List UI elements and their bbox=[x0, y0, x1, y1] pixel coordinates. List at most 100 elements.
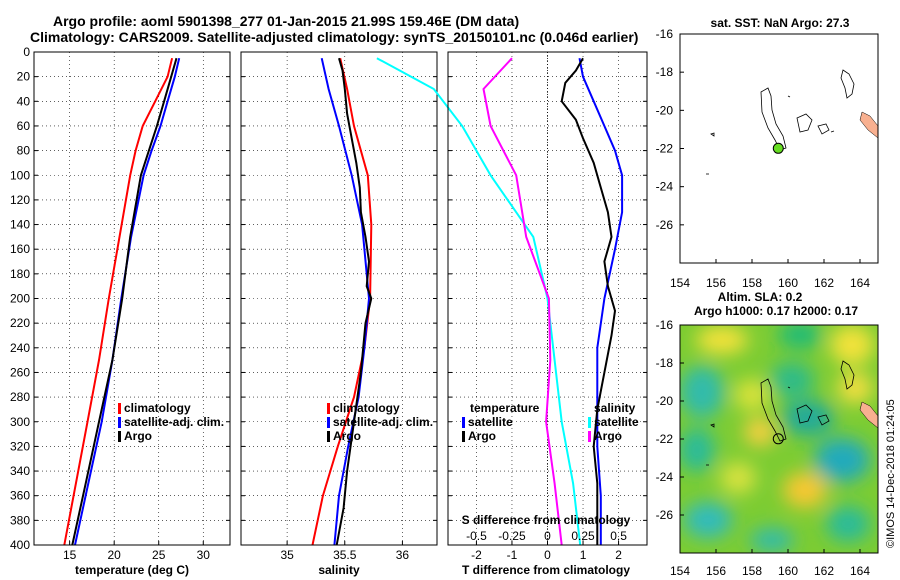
y-tick-label: 180 bbox=[10, 267, 30, 281]
y-tick-label: 240 bbox=[10, 341, 30, 355]
sla-blob bbox=[744, 418, 776, 446]
sla-blob bbox=[782, 400, 834, 436]
y-tick-label: 20 bbox=[17, 70, 31, 84]
sla-map-title1: Altim. SLA: 0.2 bbox=[718, 290, 803, 304]
temperature-diff-legend: temperature satellite Argo bbox=[462, 401, 540, 443]
sla-map-lon-labels: 154 156 158 160 162 164 bbox=[670, 564, 870, 578]
series-line-argo bbox=[335, 57, 373, 546]
legend-argo: Argo bbox=[333, 429, 361, 443]
island-new-caledonia bbox=[760, 378, 787, 442]
y-tick-label: 80 bbox=[17, 144, 31, 158]
salinity-axes-box bbox=[240, 51, 438, 546]
sla-blob bbox=[830, 325, 874, 365]
sla-argo-marker bbox=[772, 433, 784, 445]
sst-map-title: sat. SST: NaN Argo: 27.3 bbox=[711, 16, 850, 30]
legend-sal-satellite: satellite bbox=[594, 415, 639, 429]
legend-satellite: satellite-adj. clim. bbox=[333, 415, 433, 429]
y-tick-label: 60 bbox=[17, 119, 31, 133]
depth-tick-labels: 0 20 40 60 80 100 120 140 160 180 200 220 240 260 280 3… bbox=[10, 45, 30, 552]
lon-label: 164 bbox=[850, 564, 870, 578]
x-tick-label: 36 bbox=[396, 548, 410, 562]
y-tick-label: 200 bbox=[10, 292, 30, 306]
sst-map-lon-labels: 154 156 158 160 162 164 bbox=[670, 276, 870, 290]
difference-panel: -2 -1 0 1 2 -0.5 -0.25 0 0.25 0.5 S difference f… bbox=[376, 51, 648, 577]
difference-tick-labels: -2 -1 0 1 2 bbox=[471, 541, 622, 562]
sla-blob bbox=[720, 462, 756, 494]
sla-map-panel: Altim. SLA: 0.2 Argo h1000: 0.17 h2000: … bbox=[656, 290, 879, 578]
y-tick-label: 320 bbox=[10, 439, 30, 453]
s-tick-label: -0.5 bbox=[466, 529, 487, 543]
lon-label: 158 bbox=[742, 564, 762, 578]
y-tick-label: 340 bbox=[10, 464, 30, 478]
salinity-xlabel: salinity bbox=[318, 563, 360, 577]
sla-blob bbox=[778, 325, 822, 349]
lat-label: -24 bbox=[656, 470, 674, 484]
y-tick-label: 380 bbox=[10, 513, 30, 527]
legend-salinity: salinity bbox=[594, 401, 636, 415]
island-north bbox=[840, 360, 855, 390]
title-line2: Climatology: CARS2009. Satellite-adjuste… bbox=[30, 29, 638, 45]
x-tick-label: 15 bbox=[63, 548, 77, 562]
salinity-diff-legend: salinity satellite Argo bbox=[588, 401, 639, 443]
islet-4 bbox=[830, 130, 835, 133]
sst-map-lat-labels: -16 -18 -20 -22 -24 -26 bbox=[656, 27, 674, 232]
legend-temperature: temperature bbox=[470, 401, 540, 415]
s-tick-label: 0.25 bbox=[571, 529, 595, 543]
lon-label: 156 bbox=[706, 276, 726, 290]
y-tick-label: 0 bbox=[23, 45, 30, 59]
lat-label: -26 bbox=[656, 508, 674, 522]
x-tick-label: 1 bbox=[580, 548, 587, 562]
sst-map-panel: sat. SST: NaN Argo: 27.3 -16 -18 -20 -22 -24… bbox=[656, 16, 879, 290]
legend-swatch-argo bbox=[327, 431, 330, 442]
lat-label: -18 bbox=[656, 356, 674, 370]
sla-blob bbox=[696, 326, 748, 354]
legend-swatch-argo bbox=[462, 431, 465, 442]
x-tick-label: -2 bbox=[471, 548, 482, 562]
s-tick-label: -0.25 bbox=[498, 529, 526, 543]
legend-swatch-climatology bbox=[327, 403, 330, 414]
temperature-panel: 0 20 40 60 80 100 120 140 160 180 200 220 240 260 280 3… bbox=[10, 45, 231, 577]
island-loyalty-2 bbox=[817, 123, 830, 135]
sla-blob bbox=[684, 502, 732, 538]
timestamp: ©IMOS 14-Dec-2018 01:24:05 bbox=[885, 399, 897, 548]
legend-satellite: satellite-adj. clim. bbox=[124, 415, 224, 429]
sla-coastlines bbox=[706, 360, 855, 466]
legend-swatch-sal-satellite bbox=[588, 417, 591, 428]
series-line-climatology bbox=[311, 57, 373, 546]
sla-blob bbox=[814, 438, 870, 482]
x-tick-label: 25 bbox=[152, 548, 166, 562]
y-tick-label: 120 bbox=[10, 193, 30, 207]
islet-2 bbox=[710, 423, 715, 428]
sla-blobs bbox=[680, 325, 874, 552]
y-tick-label: 100 bbox=[10, 168, 30, 182]
sla-blob bbox=[770, 362, 814, 398]
salinity-lines bbox=[311, 57, 373, 546]
island-north bbox=[840, 69, 855, 99]
series-line-argo bbox=[71, 57, 178, 546]
s-tick-label: 0 bbox=[544, 529, 551, 543]
salinity-legend: climatology satellite-adj. clim. Argo bbox=[327, 401, 433, 443]
series-line-satellite-adj-clim- bbox=[320, 57, 371, 546]
x-tick-label: 20 bbox=[108, 548, 122, 562]
island-new-caledonia bbox=[760, 87, 787, 151]
lon-label: 160 bbox=[778, 564, 798, 578]
y-tick-label: 260 bbox=[10, 365, 30, 379]
sla-field bbox=[680, 325, 878, 553]
sla-map-lat-labels: -16 -18 -20 -22 -24 -26 bbox=[656, 318, 674, 522]
islet-1 bbox=[787, 95, 791, 98]
ssh-patch bbox=[859, 111, 879, 139]
t-difference-xlabel: T difference from climatology bbox=[462, 563, 630, 577]
series-line-satellite-adj-clim- bbox=[74, 57, 181, 546]
lon-label: 154 bbox=[670, 276, 690, 290]
temperature-lines bbox=[63, 57, 181, 546]
sst-argo-marker bbox=[772, 142, 784, 154]
island-loyalty-1 bbox=[796, 113, 813, 133]
series-line-s-argo bbox=[482, 57, 563, 546]
title-line1: Argo profile: aoml 5901398_277 01-Jan-20… bbox=[53, 13, 519, 29]
series-line-t-satellite bbox=[578, 58, 624, 545]
series-line-t-argo bbox=[560, 57, 617, 545]
legend-argo: Argo bbox=[124, 429, 152, 443]
salinity-tick-labels: 35 35.5 36 bbox=[280, 541, 409, 562]
temperature-xlabel: temperature (deg C) bbox=[75, 563, 189, 577]
